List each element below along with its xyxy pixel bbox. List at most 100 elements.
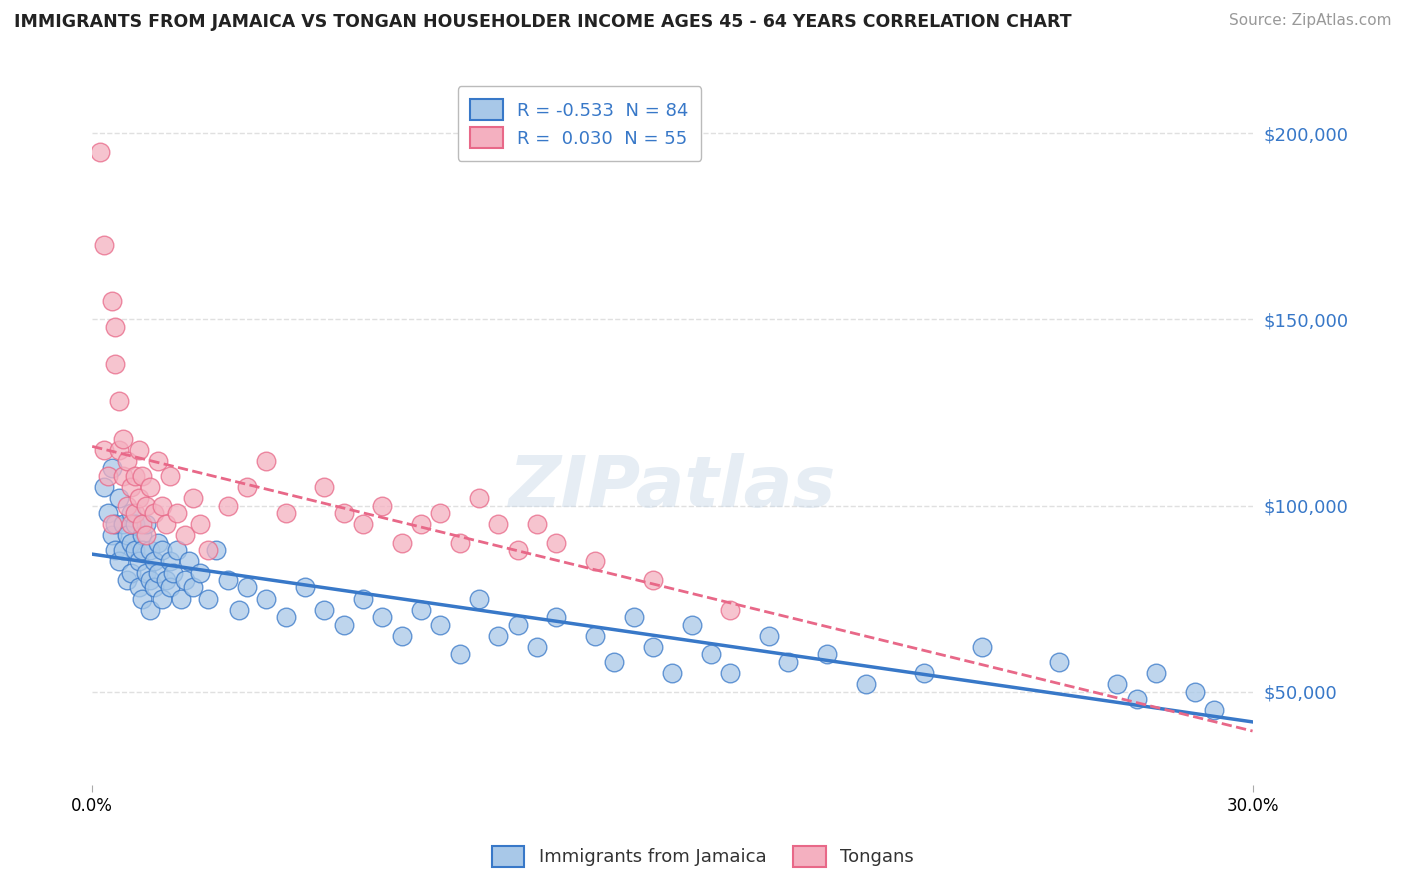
Point: [583, 554, 606, 568]
Point: [546, 535, 568, 549]
Text: ZIPatlas: ZIPatlas: [509, 453, 837, 522]
Point: [131, 468, 153, 483]
Point: [583, 629, 606, 643]
Point: [274, 506, 297, 520]
Point: [1047, 655, 1070, 669]
Point: [120, 517, 142, 532]
Point: [190, 566, 212, 580]
Point: [93, 442, 115, 457]
Point: [197, 591, 219, 606]
Point: [332, 617, 354, 632]
Point: [603, 655, 626, 669]
Point: [108, 554, 131, 568]
Point: [332, 506, 354, 520]
Point: [155, 517, 177, 532]
Point: [97, 506, 120, 520]
Point: [912, 666, 935, 681]
Point: [1202, 703, 1225, 717]
Point: [93, 238, 115, 252]
Point: [254, 454, 277, 468]
Point: [166, 506, 188, 520]
Point: [190, 517, 212, 532]
Point: [112, 543, 135, 558]
Point: [100, 293, 122, 308]
Point: [181, 491, 204, 505]
Point: [486, 517, 509, 532]
Point: [391, 629, 413, 643]
Point: [120, 480, 142, 494]
Point: [120, 506, 142, 520]
Point: [641, 573, 664, 587]
Point: [778, 655, 800, 669]
Point: [314, 603, 336, 617]
Point: [294, 581, 316, 595]
Point: [205, 543, 228, 558]
Point: [718, 666, 741, 681]
Point: [274, 610, 297, 624]
Point: [115, 454, 138, 468]
Point: [139, 573, 162, 587]
Point: [409, 603, 432, 617]
Point: [352, 517, 374, 532]
Point: [128, 442, 150, 457]
Point: [93, 480, 115, 494]
Point: [124, 468, 146, 483]
Point: [112, 468, 135, 483]
Point: [128, 491, 150, 505]
Point: [135, 517, 157, 532]
Point: [139, 543, 162, 558]
Point: [1144, 666, 1167, 681]
Point: [115, 499, 138, 513]
Point: [236, 581, 259, 595]
Point: [120, 535, 142, 549]
Point: [352, 591, 374, 606]
Point: [112, 517, 135, 532]
Point: [815, 648, 838, 662]
Point: [159, 554, 181, 568]
Point: [718, 603, 741, 617]
Point: [100, 461, 122, 475]
Point: [546, 610, 568, 624]
Point: [371, 610, 394, 624]
Point: [115, 528, 138, 542]
Point: [486, 629, 509, 643]
Point: [104, 319, 127, 334]
Point: [409, 517, 432, 532]
Point: [506, 617, 529, 632]
Point: [131, 528, 153, 542]
Point: [112, 432, 135, 446]
Point: [162, 566, 184, 580]
Point: [449, 535, 471, 549]
Point: [104, 543, 127, 558]
Point: [155, 573, 177, 587]
Point: [104, 357, 127, 371]
Point: [135, 528, 157, 542]
Point: [108, 394, 131, 409]
Text: Source: ZipAtlas.com: Source: ZipAtlas.com: [1229, 13, 1392, 29]
Point: [217, 573, 239, 587]
Point: [124, 506, 146, 520]
Point: [124, 517, 146, 532]
Point: [177, 554, 200, 568]
Point: [197, 543, 219, 558]
Point: [139, 480, 162, 494]
Point: [391, 535, 413, 549]
Point: [236, 480, 259, 494]
Point: [468, 591, 491, 606]
Point: [468, 491, 491, 505]
Point: [641, 640, 664, 654]
Point: [143, 581, 166, 595]
Point: [150, 591, 173, 606]
Point: [758, 629, 780, 643]
Point: [449, 648, 471, 662]
Point: [159, 581, 181, 595]
Point: [108, 442, 131, 457]
Point: [174, 573, 197, 587]
Point: [128, 554, 150, 568]
Point: [108, 491, 131, 505]
Point: [104, 517, 127, 532]
Point: [314, 480, 336, 494]
Point: [1184, 684, 1206, 698]
Point: [100, 528, 122, 542]
Point: [100, 517, 122, 532]
